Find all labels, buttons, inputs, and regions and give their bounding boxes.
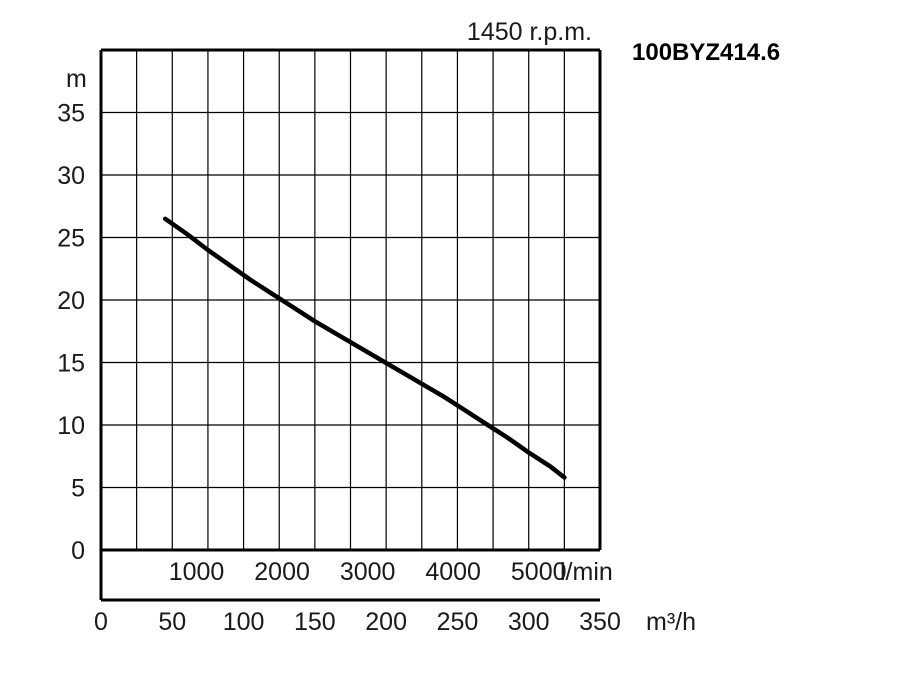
grid xyxy=(101,50,600,550)
x-tick-label-m3h: 300 xyxy=(508,608,550,636)
x-tick-label-lmin: 2000 xyxy=(254,558,310,586)
x-tick-label-m3h: 100 xyxy=(223,608,265,636)
y-tick-label: 0 xyxy=(71,537,85,565)
y-tick-label: 30 xyxy=(57,162,85,190)
x-tick-label-lmin: 4000 xyxy=(425,558,481,586)
x-tick-label-lmin: 3000 xyxy=(340,558,396,586)
y-tick-label: 25 xyxy=(57,225,85,253)
x-tick-label-m3h: 50 xyxy=(158,608,186,636)
y-tick-label: 5 xyxy=(71,475,85,503)
x-tick-label-m3h: 0 xyxy=(94,608,108,636)
y-tick-label: 10 xyxy=(57,412,85,440)
y-axis-ticks: 0 5 10 15 20 25 30 35 xyxy=(57,100,85,566)
y-tick-label: 35 xyxy=(57,100,85,128)
x-axis-ticks-lmin: 1000 2000 3000 4000 5000 xyxy=(169,558,567,586)
x-axis-unit-lmin: l/min xyxy=(560,558,613,586)
series-layer xyxy=(162,216,567,480)
subtitle-rpm: 1450 r.p.m. xyxy=(467,18,592,46)
x-tick-label-m3h: 200 xyxy=(365,608,407,636)
x-tick-label-m3h: 250 xyxy=(437,608,479,636)
x-axis-ticks-m3h: 0 50 100 150 200 250 300 350 xyxy=(94,608,621,636)
y-tick-label: 15 xyxy=(57,350,85,378)
y-tick-label: 20 xyxy=(57,287,85,315)
y-axis-unit: m xyxy=(66,65,87,93)
plot-frame xyxy=(99,48,602,602)
x-tick-label-lmin: 1000 xyxy=(169,558,225,586)
x-tick-label-m3h: 350 xyxy=(579,608,621,636)
x-axis-unit-m3h: m³/h xyxy=(646,608,696,636)
x-tick-label-lmin: 5000 xyxy=(511,558,567,586)
chart-title: 100BYZ414.6 xyxy=(632,39,780,66)
head-flow-curve xyxy=(162,216,567,480)
x-tick-label-m3h: 150 xyxy=(294,608,336,636)
